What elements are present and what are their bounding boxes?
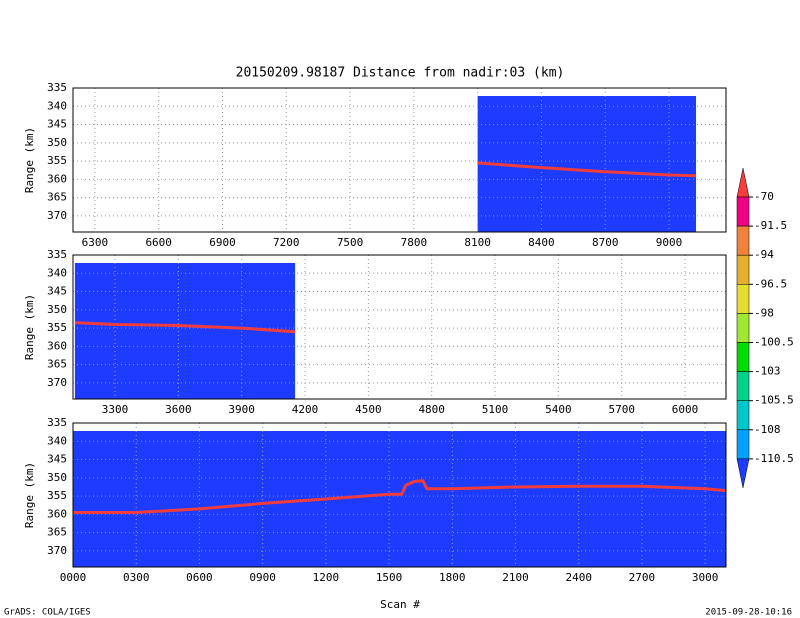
x-tick-label: 3600 (165, 403, 192, 416)
colorbar-segment (736, 429, 750, 460)
y-axis-label: Range (km) (23, 127, 36, 193)
x-tick-label: 4800 (418, 403, 445, 416)
y-tick-label: 365 (47, 191, 67, 204)
y-tick-label: 360 (47, 507, 67, 520)
x-tick-label: 9000 (656, 236, 683, 249)
x-tick-label: 7500 (337, 236, 364, 249)
colorbar-cap (736, 167, 750, 198)
data-extent (73, 431, 726, 567)
x-tick-label: 1200 (313, 571, 340, 584)
x-tick-label: 0000 (60, 571, 87, 584)
y-tick-label: 335 (47, 416, 67, 429)
y-tick-label: 355 (47, 489, 67, 502)
x-tick-label: 2100 (502, 571, 529, 584)
y-tick-label: 335 (47, 248, 67, 261)
x-tick-label: 8100 (464, 236, 491, 249)
x-tick-label: 7800 (401, 236, 428, 249)
y-tick-label: 345 (47, 453, 67, 466)
y-tick-label: 335 (47, 81, 67, 94)
x-tick-label: 0300 (123, 571, 150, 584)
colorbar-label: -105.5 (754, 394, 794, 407)
colorbar-segment (736, 284, 750, 314)
x-tick-label: 6900 (209, 236, 236, 249)
x-tick-label: 5700 (608, 403, 635, 416)
colorbar-segment (736, 254, 750, 285)
chart-title: 20150209.98187 Distance from nadir:03 (k… (236, 66, 565, 81)
y-tick-label: 340 (47, 99, 67, 112)
x-tick-label: 5100 (482, 403, 509, 416)
x-tick-label: 5400 (545, 403, 572, 416)
x-tick-label: 8400 (528, 236, 555, 249)
y-tick-label: 355 (47, 321, 67, 334)
y-axis-label: Range (km) (23, 294, 36, 360)
colorbar-label: -91.5 (754, 219, 787, 232)
x-tick-label: 6000 (672, 403, 699, 416)
colorbar-label: -70 (754, 190, 774, 203)
x-tick-label: 8700 (592, 236, 619, 249)
colorbar-segment (736, 400, 750, 431)
plot-frame (72, 422, 727, 568)
x-tick-label: 3300 (102, 403, 129, 416)
y-tick-label: 345 (47, 285, 67, 298)
colorbar-label: -96.5 (754, 277, 787, 290)
colorbar-segment (736, 225, 750, 256)
x-tick-label: 2700 (629, 571, 656, 584)
colorbar-segment (736, 371, 750, 401)
y-tick-label: 365 (47, 526, 67, 539)
y-tick-label: 355 (47, 154, 67, 167)
x-tick-label: 4500 (355, 403, 382, 416)
colorbar-label: -103 (754, 365, 781, 378)
range-line (73, 479, 727, 515)
plot-frame (72, 254, 727, 400)
x-tick-label: 6600 (145, 236, 172, 249)
x-axis-label: Scan # (380, 598, 420, 611)
x-tick-label: 2400 (565, 571, 592, 584)
y-tick-label: 345 (47, 118, 67, 131)
x-tick-label: 0900 (249, 571, 276, 584)
colorbar-segment (736, 196, 750, 227)
range-line (74, 321, 296, 334)
y-axis-label: Range (km) (23, 462, 36, 528)
x-tick-label: 0600 (186, 571, 213, 584)
y-tick-label: 350 (47, 471, 67, 484)
credit: GrADS: COLA/IGES (4, 608, 91, 618)
x-tick-label: 1500 (376, 571, 403, 584)
y-tick-label: 360 (47, 172, 67, 185)
data-extent (477, 96, 697, 232)
y-tick-label: 340 (47, 434, 67, 447)
x-tick-label: 4200 (292, 403, 319, 416)
y-tick-label: 370 (47, 376, 67, 389)
y-tick-label: 370 (47, 209, 67, 222)
colorbar-label: -100.5 (754, 336, 794, 349)
timestamp: 2015-09-28-10:16 (705, 608, 792, 618)
y-tick-label: 340 (47, 266, 67, 279)
x-tick-label: 7200 (273, 236, 300, 249)
x-tick-label: 3000 (692, 571, 719, 584)
y-tick-label: 360 (47, 339, 67, 352)
x-tick-label: 1800 (439, 571, 466, 584)
colorbar-segment (736, 313, 750, 343)
y-tick-label: 370 (47, 544, 67, 557)
range-line (477, 161, 697, 178)
data-extent (74, 263, 296, 399)
colorbar-label: -98 (754, 306, 774, 319)
colorbar-label: -110.5 (754, 452, 794, 465)
colorbar-label: -94 (754, 248, 774, 261)
x-tick-label: 3900 (228, 403, 255, 416)
colorbar-label: -108 (754, 423, 781, 436)
x-tick-label: 6300 (82, 236, 109, 249)
y-tick-label: 350 (47, 303, 67, 316)
colorbar-cap (736, 458, 750, 488)
y-tick-label: 365 (47, 358, 67, 371)
y-tick-label: 350 (47, 136, 67, 149)
plot-frame (72, 87, 727, 233)
colorbar-segment (736, 342, 750, 372)
